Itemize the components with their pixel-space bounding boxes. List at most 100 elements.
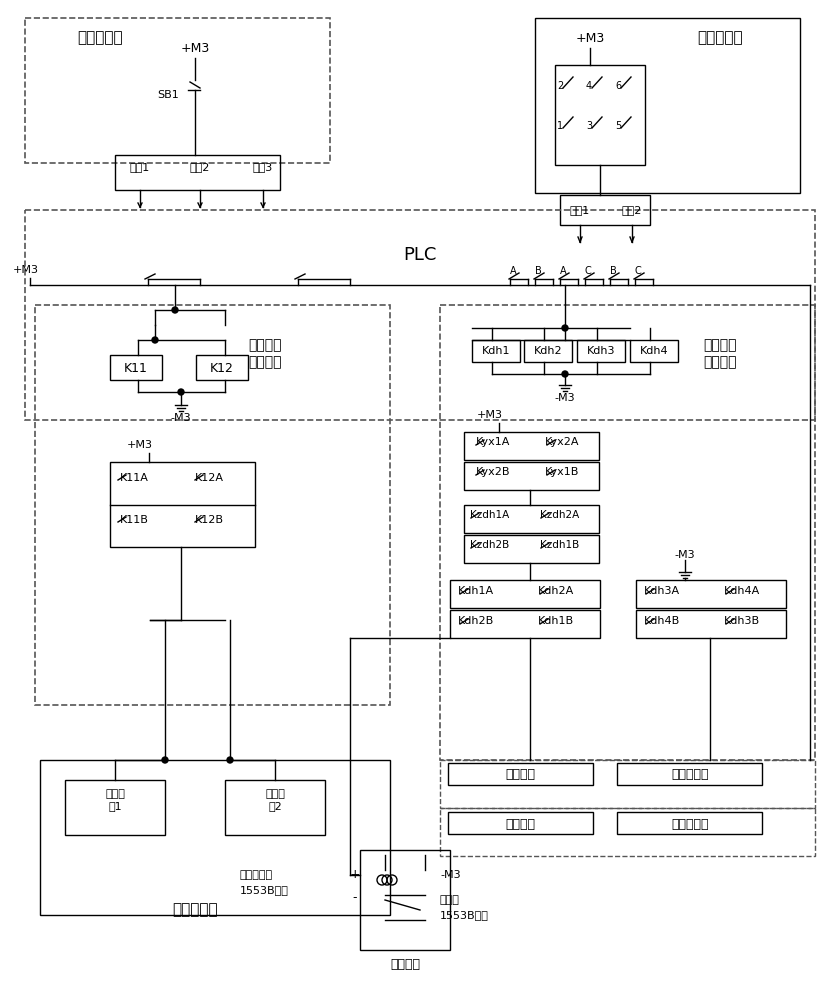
Bar xyxy=(115,155,280,190)
Bar xyxy=(464,505,599,533)
Text: 调理电路: 调理电路 xyxy=(249,355,281,369)
Text: A: A xyxy=(510,266,517,276)
Bar xyxy=(110,355,162,380)
Bar xyxy=(450,580,600,608)
Bar xyxy=(524,340,572,362)
Bar xyxy=(25,18,330,163)
Bar xyxy=(440,808,815,856)
Text: 3: 3 xyxy=(586,121,592,131)
Text: Kzdh2B: Kzdh2B xyxy=(470,540,509,550)
Text: Kyx1B: Kyx1B xyxy=(545,467,580,477)
Bar xyxy=(472,340,520,362)
Text: B: B xyxy=(534,266,541,276)
Text: +M3: +M3 xyxy=(575,31,605,44)
Text: 5: 5 xyxy=(615,121,621,131)
Text: 1553B总线: 1553B总线 xyxy=(240,885,289,895)
Bar xyxy=(196,355,248,380)
Text: 第二发控: 第二发控 xyxy=(703,338,737,352)
Bar xyxy=(225,780,325,835)
Bar xyxy=(535,18,800,193)
Text: 中心显控台: 中心显控台 xyxy=(77,30,123,45)
Text: Kdh2: Kdh2 xyxy=(533,346,562,356)
Text: Kdh2B: Kdh2B xyxy=(458,616,494,626)
Text: 测发控: 测发控 xyxy=(440,895,459,905)
Text: +M3: +M3 xyxy=(477,410,503,420)
Bar xyxy=(440,760,815,808)
Text: Kzdh1B: Kzdh1B xyxy=(540,540,580,550)
Bar xyxy=(448,812,593,834)
Text: 调理电路: 调理电路 xyxy=(703,355,737,369)
Text: SB1: SB1 xyxy=(157,90,179,100)
Text: Kdh4B: Kdh4B xyxy=(644,616,680,626)
Text: Kyx2B: Kyx2B xyxy=(476,467,511,477)
Bar xyxy=(464,535,599,563)
Text: Kyx1A: Kyx1A xyxy=(476,437,511,447)
Text: Kdh1: Kdh1 xyxy=(482,346,510,356)
Text: 通道1: 通道1 xyxy=(570,205,591,215)
Text: +M3: +M3 xyxy=(13,265,39,275)
Circle shape xyxy=(178,389,184,395)
Text: 通道1: 通道1 xyxy=(130,162,150,172)
Bar xyxy=(448,763,593,785)
Text: K12A: K12A xyxy=(195,473,224,483)
Text: 飞控计算机: 飞控计算机 xyxy=(172,902,218,918)
Bar xyxy=(630,340,678,362)
Text: C: C xyxy=(635,266,642,276)
Text: 总线开关: 总线开关 xyxy=(390,958,420,972)
Text: Kdh3: Kdh3 xyxy=(587,346,615,356)
Text: Kzdh1A: Kzdh1A xyxy=(470,510,509,520)
Text: PLC: PLC xyxy=(403,246,437,264)
Text: 6: 6 xyxy=(615,81,621,91)
Text: A: A xyxy=(559,266,566,276)
Bar xyxy=(555,65,645,165)
Text: C: C xyxy=(585,266,591,276)
Text: Kdh3B: Kdh3B xyxy=(724,616,760,626)
Text: -: - xyxy=(353,892,357,904)
Text: 第一发控: 第一发控 xyxy=(249,338,281,352)
Text: 4: 4 xyxy=(586,81,592,91)
Text: Kzdh2A: Kzdh2A xyxy=(540,510,580,520)
Bar xyxy=(110,462,255,547)
Circle shape xyxy=(562,325,568,331)
Text: -M3: -M3 xyxy=(171,413,192,423)
Circle shape xyxy=(152,337,158,343)
Text: Kdh4A: Kdh4A xyxy=(724,586,760,596)
Text: -M3: -M3 xyxy=(554,393,575,403)
Text: 点火火工品: 点火火工品 xyxy=(671,768,709,782)
Bar xyxy=(636,580,786,608)
Text: 中心计算机: 中心计算机 xyxy=(697,30,743,45)
Text: Kdh4: Kdh4 xyxy=(640,346,669,356)
Bar xyxy=(617,763,762,785)
Text: 通道2: 通道2 xyxy=(190,162,210,172)
Text: Kyx2A: Kyx2A xyxy=(545,437,580,447)
Bar xyxy=(617,812,762,834)
Circle shape xyxy=(562,371,568,377)
Bar xyxy=(464,462,599,490)
Text: 1: 1 xyxy=(557,121,563,131)
Text: 限流电阻: 限流电阻 xyxy=(505,818,535,830)
Text: K11: K11 xyxy=(124,361,148,374)
Circle shape xyxy=(172,307,178,313)
Circle shape xyxy=(227,757,233,763)
Text: Kdh1A: Kdh1A xyxy=(458,586,494,596)
Text: +M3: +M3 xyxy=(181,41,210,54)
Bar xyxy=(360,850,450,950)
Text: 通道3: 通道3 xyxy=(253,162,273,172)
Text: 飞控计算机: 飞控计算机 xyxy=(240,870,273,880)
Bar xyxy=(65,780,165,835)
Bar xyxy=(440,305,815,760)
Text: K12: K12 xyxy=(210,361,234,374)
Bar xyxy=(450,610,600,638)
Text: 1553B总线: 1553B总线 xyxy=(440,910,489,920)
Text: 通道2: 通道2 xyxy=(622,205,643,215)
Bar xyxy=(636,610,786,638)
Bar xyxy=(464,432,599,460)
Text: K11B: K11B xyxy=(120,515,149,525)
Bar xyxy=(577,340,625,362)
Text: Kdh2A: Kdh2A xyxy=(538,586,575,596)
Text: 光耦采
集2: 光耦采 集2 xyxy=(265,789,285,811)
Text: -M3: -M3 xyxy=(675,550,696,560)
Text: B: B xyxy=(610,266,617,276)
Text: Kdh3A: Kdh3A xyxy=(644,586,680,596)
Text: 点火火工品: 点火火工品 xyxy=(671,818,709,830)
